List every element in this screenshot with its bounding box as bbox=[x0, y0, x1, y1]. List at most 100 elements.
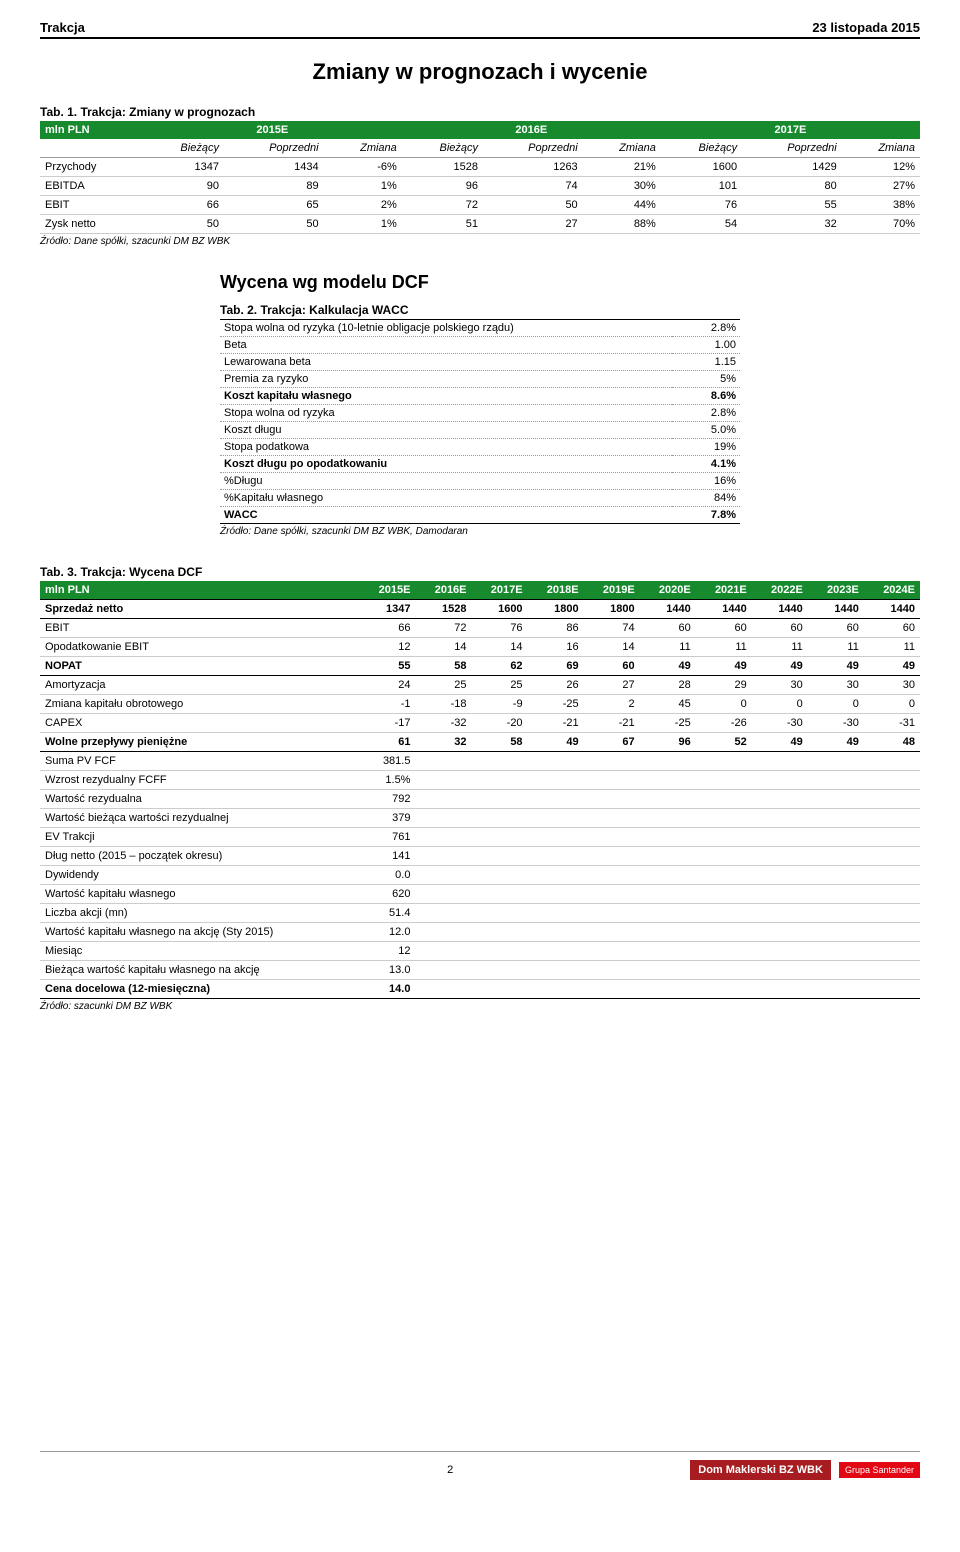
tab3-year: 2020E bbox=[640, 581, 696, 600]
cell bbox=[696, 980, 752, 999]
cell bbox=[808, 790, 864, 809]
cell: 54 bbox=[661, 215, 742, 234]
tab1-sub: Poprzedni bbox=[224, 139, 324, 158]
table-row: Wartość rezydualna792 bbox=[40, 790, 920, 809]
table-row: NOPAT55586269604949494949 bbox=[40, 657, 920, 676]
table-row: %Długu16% bbox=[220, 473, 740, 490]
cell: 1434 bbox=[224, 158, 324, 177]
cell: 16% bbox=[672, 473, 740, 490]
cell bbox=[808, 885, 864, 904]
cell: 1440 bbox=[864, 600, 920, 619]
tab3-table: mln PLN2015E2016E2017E2018E2019E2020E202… bbox=[40, 581, 920, 999]
cell bbox=[864, 752, 920, 771]
cell: 50 bbox=[483, 196, 583, 215]
cell bbox=[472, 809, 528, 828]
cell bbox=[864, 942, 920, 961]
cell bbox=[752, 847, 808, 866]
cell: 67 bbox=[584, 733, 640, 752]
tab3-year: 2021E bbox=[696, 581, 752, 600]
cell bbox=[808, 847, 864, 866]
tab1-sub: Poprzedni bbox=[742, 139, 842, 158]
cell: 11 bbox=[696, 638, 752, 657]
table-row: Wzrost rezydualny FCFF1.5% bbox=[40, 771, 920, 790]
row-label: EV Trakcji bbox=[40, 828, 359, 847]
cell: 69 bbox=[528, 657, 584, 676]
cell bbox=[584, 885, 640, 904]
cell bbox=[584, 752, 640, 771]
table-row: Suma PV FCF381.5 bbox=[40, 752, 920, 771]
cell: 11 bbox=[640, 638, 696, 657]
cell: 2.8% bbox=[672, 320, 740, 337]
cell: 74 bbox=[483, 177, 583, 196]
cell: 49 bbox=[696, 657, 752, 676]
center-block: Wycena wg modelu DCF Tab. 2. Trakcja: Ka… bbox=[220, 272, 740, 537]
cell: 1600 bbox=[661, 158, 742, 177]
cell: 60 bbox=[808, 619, 864, 638]
cell: 1% bbox=[324, 177, 402, 196]
cell: 12 bbox=[359, 942, 415, 961]
cell bbox=[864, 980, 920, 999]
cell: 76 bbox=[661, 196, 742, 215]
cell: 0 bbox=[864, 695, 920, 714]
row-label: Lewarowana beta bbox=[220, 354, 672, 371]
table-row: WACC7.8% bbox=[220, 507, 740, 524]
cell bbox=[415, 885, 471, 904]
row-label: Wartość kapitału własnego na akcję (Sty … bbox=[40, 923, 359, 942]
row-label: Zysk netto bbox=[40, 215, 143, 234]
cell bbox=[415, 809, 471, 828]
cell bbox=[584, 904, 640, 923]
cell: 48 bbox=[864, 733, 920, 752]
cell bbox=[528, 828, 584, 847]
tab1-year-0: 2015E bbox=[143, 121, 402, 139]
table-row: Liczba akcji (mn)51.4 bbox=[40, 904, 920, 923]
tab1-table: mln PLN 2015E 2016E 2017E Bieżący Poprze… bbox=[40, 121, 920, 234]
cell bbox=[584, 847, 640, 866]
cell bbox=[640, 904, 696, 923]
cell: 1600 bbox=[472, 600, 528, 619]
cell bbox=[528, 961, 584, 980]
cell: 72 bbox=[402, 196, 483, 215]
table-row: Koszt długu po opodatkowaniu4.1% bbox=[220, 456, 740, 473]
cell: 1440 bbox=[808, 600, 864, 619]
cell: 11 bbox=[752, 638, 808, 657]
table-row: Wartość bieżąca wartości rezydualnej379 bbox=[40, 809, 920, 828]
row-label: Stopa wolna od ryzyka (10-letnie obligac… bbox=[220, 320, 672, 337]
row-label: Beta bbox=[220, 337, 672, 354]
cell: 62 bbox=[472, 657, 528, 676]
tab3-year: 2017E bbox=[472, 581, 528, 600]
cell: -26 bbox=[696, 714, 752, 733]
cell bbox=[696, 885, 752, 904]
cell: 25 bbox=[415, 676, 471, 695]
cell: 49 bbox=[528, 733, 584, 752]
cell: 86 bbox=[528, 619, 584, 638]
cell: -21 bbox=[584, 714, 640, 733]
cell: 25 bbox=[472, 676, 528, 695]
cell: 89 bbox=[224, 177, 324, 196]
cell bbox=[696, 790, 752, 809]
cell: 66 bbox=[359, 619, 415, 638]
table-row: Beta1.00 bbox=[220, 337, 740, 354]
table-row: Miesiąc12 bbox=[40, 942, 920, 961]
cell: -31 bbox=[864, 714, 920, 733]
logo-santander: Grupa Santander bbox=[839, 1462, 920, 1478]
cell bbox=[528, 980, 584, 999]
tab2-source: Źródło: Dane spółki, szacunki DM BZ WBK,… bbox=[220, 526, 740, 537]
cell: 1263 bbox=[483, 158, 583, 177]
cell bbox=[752, 790, 808, 809]
cell bbox=[864, 790, 920, 809]
cell: 30 bbox=[808, 676, 864, 695]
cell bbox=[528, 752, 584, 771]
cell bbox=[752, 809, 808, 828]
cell: 1% bbox=[324, 215, 402, 234]
cell bbox=[864, 828, 920, 847]
cell bbox=[864, 904, 920, 923]
cell: 24 bbox=[359, 676, 415, 695]
cell bbox=[584, 771, 640, 790]
cell bbox=[752, 923, 808, 942]
cell: 55 bbox=[742, 196, 842, 215]
tab3-caption: Tab. 3. Trakcja: Wycena DCF bbox=[40, 565, 920, 579]
cell bbox=[696, 923, 752, 942]
table-row: Cena docelowa (12-miesięczna)14.0 bbox=[40, 980, 920, 999]
cell bbox=[752, 980, 808, 999]
cell: 14 bbox=[584, 638, 640, 657]
